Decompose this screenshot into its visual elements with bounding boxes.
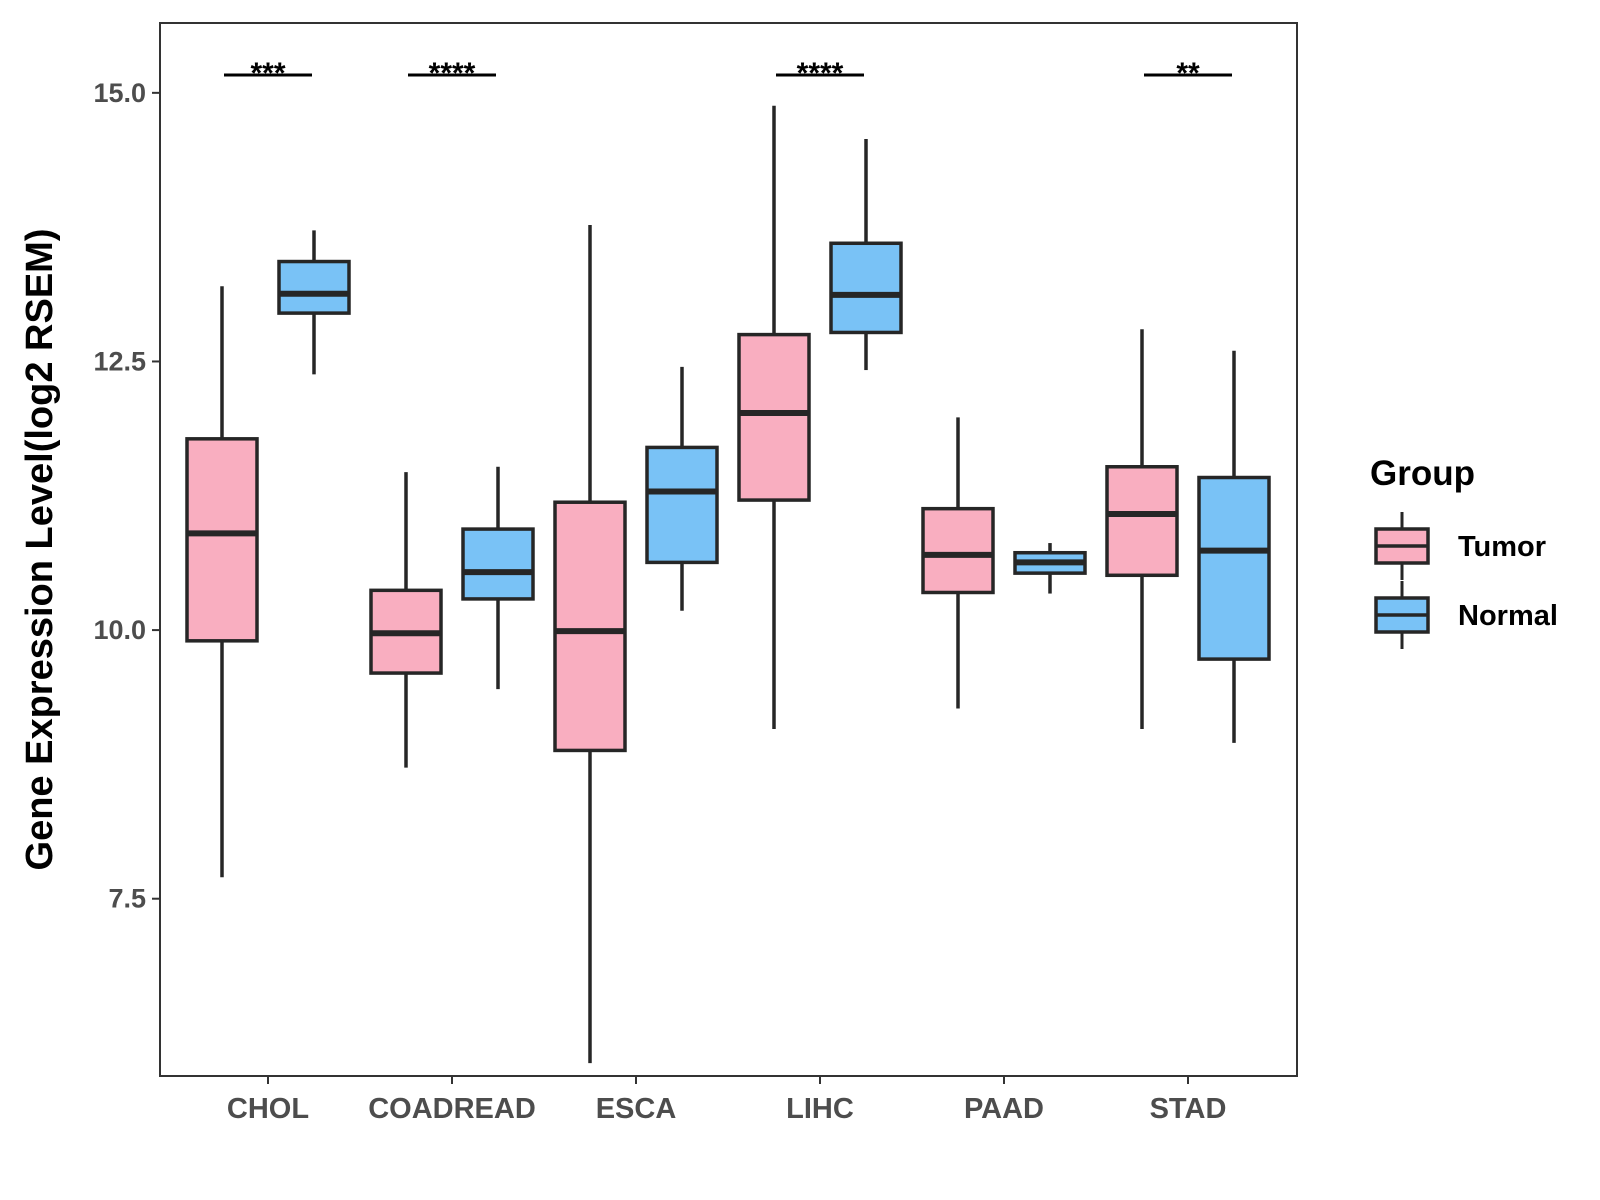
box-normal-chol	[277, 230, 351, 375]
significance-label: ***	[250, 57, 285, 90]
box-normal-paad	[1013, 543, 1087, 594]
box-body	[921, 506, 995, 595]
box-body	[645, 445, 719, 565]
significance-label: **	[1176, 57, 1200, 90]
box-normal-stad	[1197, 350, 1271, 743]
y-axis-title: Gene Expression Level(log2 RSEM)	[19, 229, 61, 871]
x-tick-label: CHOL	[227, 1093, 309, 1125]
y-tick-label: 12.5	[93, 346, 146, 376]
x-tick-label: LIHC	[786, 1093, 854, 1125]
box-body	[829, 241, 903, 335]
legend-title: Group	[1370, 454, 1475, 493]
box-tumor-coadread	[369, 472, 443, 768]
panel-border	[159, 22, 1298, 1077]
legend: Group Tumor Normal	[1370, 454, 1558, 649]
y-tick-label: 15.0	[93, 78, 146, 108]
box-body	[461, 527, 535, 601]
plot-layer: 7.5 10.0 12.5 15.0 CHOL COADREAD ESCA LIHC PAAD S…	[93, 22, 1298, 1125]
box-body	[185, 437, 259, 643]
box-tumor-chol	[185, 286, 259, 878]
y-tick-label: 10.0	[93, 615, 146, 645]
y-tick-label: 7.5	[108, 884, 146, 914]
box-body	[553, 500, 627, 753]
x-tick-label: PAAD	[964, 1093, 1044, 1125]
x-tick-label: STAD	[1150, 1093, 1227, 1125]
box-tumor-esca	[553, 225, 627, 1064]
box-normal-coadread	[461, 466, 535, 690]
box-tumor-stad	[1105, 329, 1179, 729]
box-tumor-paad	[921, 417, 995, 709]
box-normal-lihc	[829, 139, 903, 371]
box-body	[1197, 475, 1271, 661]
x-tick-label: COADREAD	[368, 1093, 536, 1125]
box-body	[277, 259, 351, 315]
box-body	[737, 332, 811, 502]
box-normal-esca	[645, 366, 719, 611]
box-body	[1105, 465, 1179, 578]
significance-label: ****	[797, 57, 844, 90]
legend-label-normal: Normal	[1458, 600, 1558, 632]
legend-label-tumor: Tumor	[1458, 531, 1546, 563]
x-tick-label: ESCA	[596, 1093, 677, 1125]
box-tumor-lihc	[737, 105, 811, 729]
significance-label: ****	[429, 57, 476, 90]
